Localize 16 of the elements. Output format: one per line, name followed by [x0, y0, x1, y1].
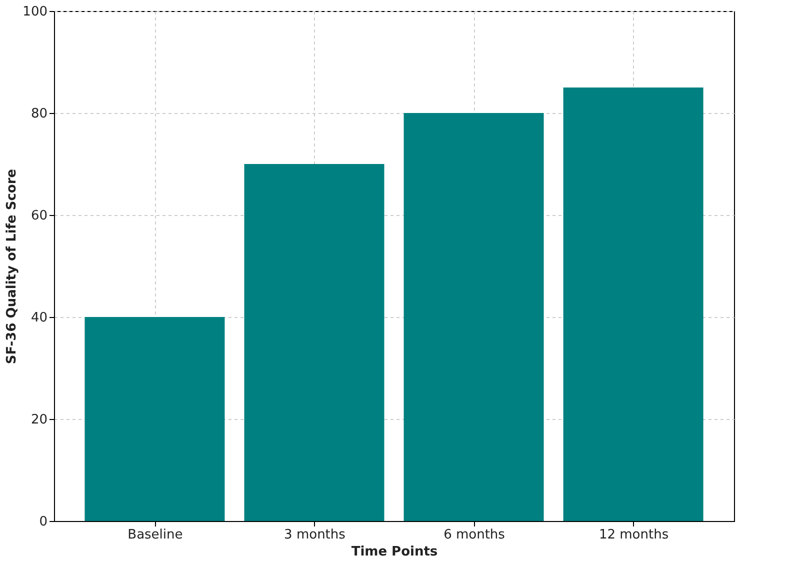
y-axis-title: SF-36 Quality of Life Score: [4, 168, 20, 364]
x-tick-label: 3 months: [284, 528, 346, 542]
y-tick-label: 100: [22, 4, 48, 20]
bar: [244, 164, 384, 521]
y-tick-label: 60: [30, 208, 48, 224]
y-tick-label: 0: [39, 514, 48, 530]
x-tick-label: Baseline: [128, 528, 183, 542]
x-axis-title: Time Points: [351, 544, 438, 560]
y-tick-label: 20: [30, 412, 48, 428]
bar: [404, 113, 544, 521]
y-tick-label: 80: [30, 106, 48, 122]
x-tick-label: 6 months: [444, 528, 506, 542]
bar: [563, 88, 704, 521]
y-tick-label: 40: [30, 310, 48, 326]
x-tick-label: 12 months: [598, 528, 669, 542]
bar: [84, 317, 225, 521]
